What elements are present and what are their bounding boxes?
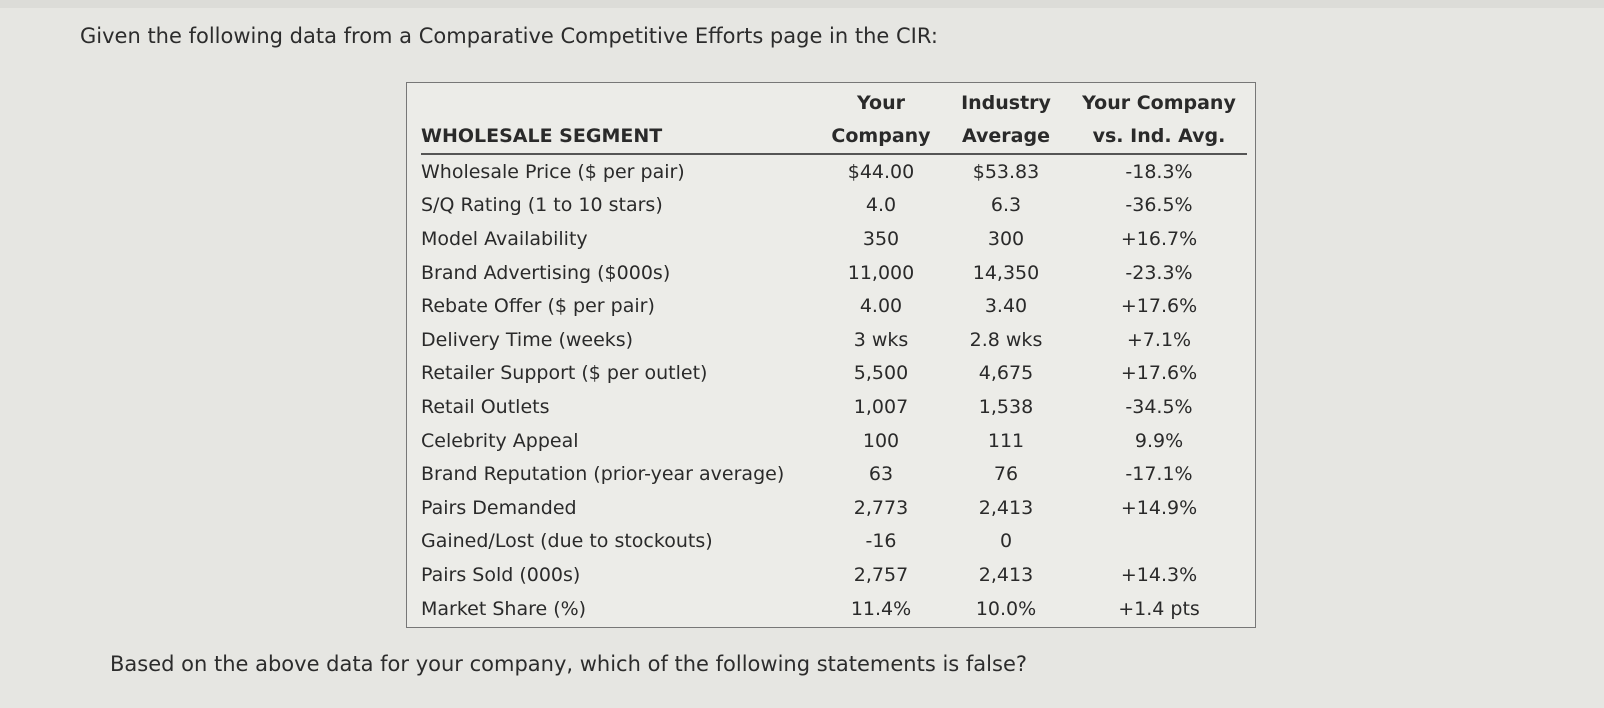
header-your-company: Your Company <box>821 87 941 154</box>
row-value: 10.0% <box>975 597 1037 620</box>
table-row: Pairs Sold (000s) 2,757 2,413 +14.3% <box>421 558 1247 592</box>
row-label: Rebate Offer ($ per pair) <box>421 295 655 318</box>
table-row: Retailer Support ($ per outlet) 5,500 4,67… <box>421 357 1247 391</box>
table-row: Wholesale Price ($ per pair) $44.00 $53.83… <box>421 154 1247 189</box>
row-value: +16.7% <box>1120 227 1198 250</box>
row-value: 5,500 <box>853 362 909 385</box>
row-value: 6.3 <box>990 194 1022 217</box>
row-value: 2,757 <box>853 563 909 586</box>
table-row: Brand Reputation (prior-year average) 63 7… <box>421 457 1247 491</box>
header-line: Your Company <box>1082 92 1236 114</box>
row-value: 111 <box>987 429 1025 452</box>
row-value: -16 <box>865 530 897 553</box>
row-value: 1,538 <box>978 395 1034 418</box>
row-value: 11.4% <box>850 597 912 620</box>
row-value: 3.40 <box>984 295 1028 318</box>
header-line: Industry <box>961 92 1051 114</box>
row-label: Market Share (%) <box>421 597 587 620</box>
row-label: S/Q Rating (1 to 10 stars) <box>421 194 663 217</box>
row-value: 2,413 <box>978 563 1034 586</box>
header-segment: WHOLESALE SEGMENT <box>421 125 663 147</box>
row-value: +1.4 pts <box>1118 597 1200 620</box>
row-value: -23.3% <box>1125 261 1193 284</box>
row-label: Delivery Time (weeks) <box>421 328 634 351</box>
row-value: $53.83 <box>972 160 1040 183</box>
row-value: +17.6% <box>1120 362 1198 385</box>
table-row: Model Availability 350 300 +16.7% <box>421 222 1247 256</box>
row-value: -34.5% <box>1125 395 1193 418</box>
row-value: +17.6% <box>1120 295 1198 318</box>
row-label: Pairs Demanded <box>421 496 577 519</box>
row-value: 2.8 wks <box>969 328 1043 351</box>
row-value: -18.3% <box>1125 160 1193 183</box>
header-line: Average <box>962 125 1050 147</box>
header-industry-average: Industry Average <box>941 87 1071 154</box>
row-label: Gained/Lost (due to stockouts) <box>421 530 713 553</box>
table-row: Delivery Time (weeks) 3 wks 2.8 wks +7.1% <box>421 323 1247 357</box>
row-label: Celebrity Appeal <box>421 429 579 452</box>
row-label: Brand Reputation (prior-year average) <box>421 463 785 486</box>
row-value: 2,413 <box>978 496 1034 519</box>
question-prompt: Based on the above data for your company… <box>110 652 1028 676</box>
row-value: 300 <box>987 227 1025 250</box>
table-row: S/Q Rating (1 to 10 stars) 4.0 6.3 -36.5% <box>421 189 1247 223</box>
header-line: vs. Ind. Avg. <box>1092 125 1226 147</box>
row-label: Brand Advertising ($000s) <box>421 261 671 284</box>
row-label: Wholesale Price ($ per pair) <box>421 160 685 183</box>
row-value: 1,007 <box>853 395 909 418</box>
row-value: -17.1% <box>1125 463 1193 486</box>
row-label: Retailer Support ($ per outlet) <box>421 362 708 385</box>
row-value: 4.0 <box>865 194 897 217</box>
row-value: -36.5% <box>1125 194 1193 217</box>
row-value: 0 <box>999 530 1013 553</box>
row-value: +14.9% <box>1120 496 1198 519</box>
table-row: Retail Outlets 1,007 1,538 -34.5% <box>421 390 1247 424</box>
header-vs-ind-avg: Your Company vs. Ind. Avg. <box>1071 87 1247 154</box>
table-row: Market Share (%) 11.4% 10.0% +1.4 pts <box>421 592 1247 626</box>
screen-top-edge <box>0 0 1604 8</box>
question-text: Given the following data from a Comparat… <box>80 24 938 48</box>
row-value: +14.3% <box>1120 563 1198 586</box>
table-row: Gained/Lost (due to stockouts) -16 0 <box>421 525 1247 559</box>
table-row: Brand Advertising ($000s) 11,000 14,350 -23… <box>421 256 1247 290</box>
table-row: Celebrity Appeal 100 111 9.9% <box>421 424 1247 458</box>
row-value: 4,675 <box>978 362 1034 385</box>
row-value: 76 <box>993 463 1019 486</box>
row-value: 14,350 <box>972 261 1040 284</box>
row-value: 2,773 <box>853 496 909 519</box>
table-row: Pairs Demanded 2,773 2,413 +14.9% <box>421 491 1247 525</box>
row-value: 350 <box>862 227 900 250</box>
row-value: 4.00 <box>859 295 903 318</box>
row-label: Retail Outlets <box>421 395 550 418</box>
row-value: 63 <box>868 463 894 486</box>
table-row: Rebate Offer ($ per pair) 4.00 3.40 +17.6% <box>421 289 1247 323</box>
comparative-efforts-table: WHOLESALE SEGMENT Your Company Industry Av… <box>406 82 1256 628</box>
row-value: $44.00 <box>847 160 915 183</box>
row-label: Pairs Sold (000s) <box>421 563 581 586</box>
row-value <box>1071 525 1247 559</box>
header-line: Company <box>831 125 931 147</box>
row-value: 9.9% <box>1134 429 1184 452</box>
row-value: 3 wks <box>853 328 909 351</box>
row-value: 100 <box>862 429 900 452</box>
row-label: Model Availability <box>421 227 588 250</box>
row-value: 11,000 <box>847 261 915 284</box>
header-line: Your <box>857 92 905 114</box>
table-header-row: WHOLESALE SEGMENT Your Company Industry Av… <box>421 87 1247 154</box>
row-value: +7.1% <box>1126 328 1192 351</box>
